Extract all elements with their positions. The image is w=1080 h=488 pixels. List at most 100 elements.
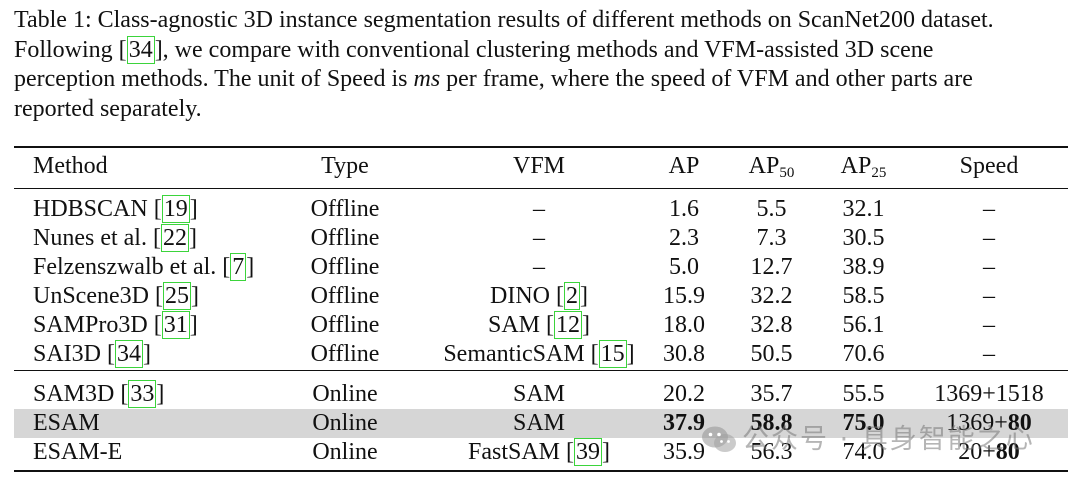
speed-cell: –: [983, 225, 995, 251]
vfm-cell: SemanticSAM [15]: [443, 340, 635, 368]
ap-cell: 15.9: [663, 283, 705, 309]
citation-link[interactable]: 31: [161, 311, 190, 339]
citation-link[interactable]: 12: [554, 311, 583, 339]
type-cell: Offline: [310, 341, 380, 367]
citation-link[interactable]: 25: [162, 282, 191, 310]
group-rule: [14, 370, 1068, 371]
vfm-cell: FastSAM [39]: [467, 438, 611, 466]
table-row: UnScene3D [25] Offline DINO [2] 15.9 32.2 58.…: [14, 282, 1068, 311]
header-vfm: VFM: [512, 153, 566, 179]
bottom-rule: [14, 470, 1068, 472]
vfm-cell: –: [533, 254, 545, 280]
type-cell: Online: [312, 439, 378, 465]
citation-link[interactable]: 39: [574, 438, 603, 466]
ap25-cell: 56.1: [842, 312, 885, 338]
header-ap50: AP50: [748, 153, 795, 181]
vfm-cell: –: [533, 225, 545, 251]
citation-link[interactable]: 7: [230, 253, 247, 281]
header-speed: Speed: [959, 153, 1019, 179]
ap-cell: 5.0: [669, 254, 699, 280]
table-row: SAM3D [33] Online SAM 20.2 35.7 55.5 1369+1518: [14, 380, 1068, 409]
type-cell: Offline: [310, 225, 380, 251]
vfm-cell: SAM: [512, 381, 566, 407]
ap-cell: 30.8: [663, 341, 705, 367]
ap25-cell: 38.9: [842, 254, 885, 280]
type-cell: Offline: [310, 283, 380, 309]
speed-cell: –: [983, 196, 995, 222]
method-cell: HDBSCAN [19]: [33, 195, 198, 223]
speed-cell: 20+80: [958, 439, 1020, 465]
speed-cell: –: [983, 283, 995, 309]
ap25-cell: 55.5: [842, 381, 885, 407]
method-cell: Felzenszwalb et al. [7]: [33, 253, 255, 281]
method-cell: ESAM: [33, 410, 100, 436]
speed-cell: –: [983, 254, 995, 280]
ap50-cell: 35.7: [750, 381, 793, 407]
header-type: Type: [321, 153, 369, 179]
ap25-cell: 30.5: [842, 225, 885, 251]
speed-cell: 1369+80: [946, 410, 1032, 436]
table-row: ESAM Online SAM 37.9 58.8 75.0 1369+80: [14, 409, 1068, 438]
vfm-cell: SAM: [512, 410, 566, 436]
table-row: SAMPro3D [31] Offline SAM [12] 18.0 32.8 56.1…: [14, 311, 1068, 340]
ap-cell: 2.3: [669, 225, 699, 251]
method-cell: SAM3D [33]: [33, 380, 165, 408]
speed-cell: 1369+1518: [934, 381, 1044, 407]
ap50-cell: 58.8: [750, 410, 793, 436]
caption-line-4: reported separately.: [14, 95, 202, 122]
header-row: Method Type VFM AP AP50 AP25 Speed: [14, 152, 1068, 181]
citation-link[interactable]: 34: [126, 35, 155, 64]
method-cell: ESAM-E: [33, 439, 123, 465]
table-row: Nunes et al. [22] Offline – 2.3 7.3 30.5 –: [14, 224, 1068, 253]
caption-line-3: perception methods. The unit of Speed is…: [14, 66, 973, 92]
type-cell: Online: [312, 381, 378, 407]
method-cell: UnScene3D [25]: [33, 282, 199, 310]
type-cell: Offline: [310, 196, 380, 222]
table-row: SAI3D [34] Offline SemanticSAM [15] 30.8 50.…: [14, 340, 1068, 369]
type-cell: Online: [312, 410, 378, 436]
ap-cell: 35.9: [663, 439, 705, 465]
citation-link[interactable]: 19: [161, 195, 190, 223]
ap50-cell: 5.5: [756, 196, 787, 222]
caption-line-2: Following [34], we compare with conventi…: [14, 35, 934, 64]
method-cell: SAI3D [34]: [33, 340, 152, 368]
speed-cell: –: [983, 312, 995, 338]
ap50-cell: 50.5: [750, 341, 793, 367]
header-rule: [14, 188, 1068, 189]
vfm-cell: –: [533, 196, 545, 222]
method-cell: Nunes et al. [22]: [33, 224, 197, 252]
results-table: Method Type VFM AP AP50 AP25 Speed HDBSC…: [14, 146, 1068, 476]
ap-cell: 20.2: [663, 381, 705, 407]
citation-link[interactable]: 15: [598, 340, 627, 368]
table-row: Felzenszwalb et al. [7] Offline – 5.0 12.7 38…: [14, 253, 1068, 282]
ap25-cell: 70.6: [842, 341, 885, 367]
ap50-cell: 7.3: [756, 225, 787, 251]
ap-cell: 1.6: [669, 196, 699, 222]
header-ap: AP: [668, 153, 700, 179]
ap50-cell: 32.8: [750, 312, 793, 338]
speed-cell: –: [983, 341, 995, 367]
citation-link[interactable]: 2: [564, 282, 580, 310]
vfm-cell: DINO [2]: [490, 282, 588, 310]
ap25-cell: 58.5: [842, 283, 885, 309]
ap-cell: 37.9: [663, 410, 705, 436]
table-row: ESAM-E Online FastSAM [39] 35.9 56.3 74.0 20+8…: [14, 438, 1068, 467]
ap50-cell: 56.3: [750, 439, 793, 465]
top-rule: [14, 146, 1068, 148]
citation-link[interactable]: 34: [115, 340, 144, 368]
ap25-cell: 74.0: [842, 439, 885, 465]
ap25-cell: 32.1: [842, 196, 885, 222]
header-ap25: AP25: [840, 153, 887, 181]
type-cell: Offline: [310, 312, 380, 338]
type-cell: Offline: [310, 254, 380, 280]
table-row: HDBSCAN [19] Offline – 1.6 5.5 32.1 –: [14, 195, 1068, 224]
table-caption: Table 1: Class-agnostic 3D instance segm…: [14, 6, 1068, 124]
header-method: Method: [33, 153, 108, 179]
citation-link[interactable]: 33: [128, 380, 157, 408]
ap-cell: 18.0: [663, 312, 705, 338]
ap50-cell: 12.7: [750, 254, 793, 280]
citation-link[interactable]: 22: [160, 224, 189, 252]
method-cell: SAMPro3D [31]: [33, 311, 198, 339]
vfm-cell: SAM [12]: [487, 311, 591, 339]
ap50-cell: 32.2: [750, 283, 793, 309]
